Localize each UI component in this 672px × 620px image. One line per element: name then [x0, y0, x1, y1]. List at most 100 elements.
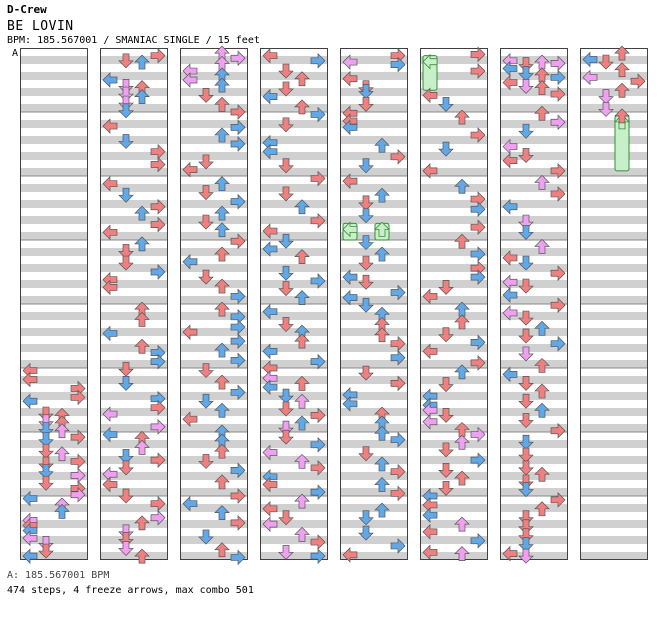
beat-stripe: [180, 216, 248, 224]
beat-stripe: [260, 104, 328, 112]
beat-stripe: [500, 536, 568, 544]
beat-stripe: [20, 376, 88, 384]
bpm-marker: A: [12, 48, 19, 59]
beat-stripe: [420, 440, 488, 448]
beat-stripe: [580, 504, 648, 512]
beat-stripe: [260, 216, 328, 224]
beat-stripe: [340, 200, 408, 208]
beat-stripe: [420, 184, 488, 192]
beat-stripe: [100, 440, 168, 448]
beat-stripe: [260, 200, 328, 208]
beat-stripe: [420, 120, 488, 128]
beat-stripe: [100, 120, 168, 128]
beat-stripe: [580, 136, 648, 144]
beat-stripe: [100, 328, 168, 336]
beat-stripe: [260, 440, 328, 448]
beat-stripe: [180, 360, 248, 368]
beat-stripe: [100, 408, 168, 416]
beat-stripe: [500, 472, 568, 480]
beat-stripe: [20, 504, 88, 512]
beat-stripe: [340, 440, 408, 448]
beat-stripe: [20, 472, 88, 480]
beat-stripe: [20, 408, 88, 416]
beat-stripe: [20, 104, 88, 112]
beat-stripe: [180, 120, 248, 128]
beat-stripe: [340, 424, 408, 432]
beat-stripe: [260, 312, 328, 320]
beat-stripe: [180, 312, 248, 320]
beat-stripe: [500, 232, 568, 240]
beat-stripe: [100, 152, 168, 160]
beat-stripe: [100, 424, 168, 432]
beat-stripe: [260, 88, 328, 96]
beat-stripe: [420, 456, 488, 464]
beat-stripe: [340, 520, 408, 528]
beat-stripe: [100, 232, 168, 240]
beat-stripe: [420, 360, 488, 368]
beat-stripe: [500, 104, 568, 112]
beat-stripe: [420, 296, 488, 304]
beat-stripe: [180, 488, 248, 496]
beat-stripe: [420, 56, 488, 64]
beat-stripe: [180, 152, 248, 160]
beat-stripe: [580, 56, 648, 64]
beat-stripe: [20, 200, 88, 208]
beat-stripe: [580, 88, 648, 96]
beat-stripe: [340, 312, 408, 320]
beat-stripe: [100, 56, 168, 64]
beat-stripe: [500, 280, 568, 288]
beat-stripe: [20, 216, 88, 224]
beat-stripe: [100, 200, 168, 208]
beat-stripe: [100, 216, 168, 224]
beat-stripe: [20, 440, 88, 448]
beat-stripe: [260, 552, 328, 560]
beat-stripe: [20, 56, 88, 64]
beat-stripe: [580, 312, 648, 320]
beat-stripe: [500, 56, 568, 64]
beat-stripe: [20, 296, 88, 304]
beat-stripe: [180, 296, 248, 304]
beat-stripe: [180, 424, 248, 432]
beat-stripe: [260, 456, 328, 464]
song-title: BE LOVIN: [7, 19, 74, 34]
beat-stripe: [500, 216, 568, 224]
beat-stripe: [260, 344, 328, 352]
beat-stripe: [100, 88, 168, 96]
beat-stripe: [420, 152, 488, 160]
beat-stripe: [420, 520, 488, 528]
beat-stripe: [340, 232, 408, 240]
beat-stripe: [420, 280, 488, 288]
beat-stripe: [580, 216, 648, 224]
beat-stripe: [20, 152, 88, 160]
beat-stripe: [340, 488, 408, 496]
beat-stripe: [180, 440, 248, 448]
beat-stripe: [580, 552, 648, 560]
beat-stripe: [20, 392, 88, 400]
beat-stripe: [580, 120, 648, 128]
beat-stripe: [340, 152, 408, 160]
beat-stripe: [180, 520, 248, 528]
beat-stripe: [100, 104, 168, 112]
beat-stripe: [260, 488, 328, 496]
beat-stripe: [180, 136, 248, 144]
beat-stripe: [20, 184, 88, 192]
beat-stripe: [180, 88, 248, 96]
beat-stripe: [20, 248, 88, 256]
beat-stripe: [500, 88, 568, 96]
beat-stripe: [340, 376, 408, 384]
beat-stripe: [20, 168, 88, 176]
beat-stripe: [340, 344, 408, 352]
beat-stripe: [20, 344, 88, 352]
beat-stripe: [340, 504, 408, 512]
beat-stripe: [180, 328, 248, 336]
beat-stripe: [420, 200, 488, 208]
beat-stripe: [180, 104, 248, 112]
beat-stripe: [100, 248, 168, 256]
beat-stripe: [260, 408, 328, 416]
beat-stripe: [420, 472, 488, 480]
beat-stripe: [20, 488, 88, 496]
column-border: [340, 48, 408, 560]
beat-stripe: [260, 248, 328, 256]
beat-stripe: [580, 296, 648, 304]
beat-stripe: [180, 536, 248, 544]
